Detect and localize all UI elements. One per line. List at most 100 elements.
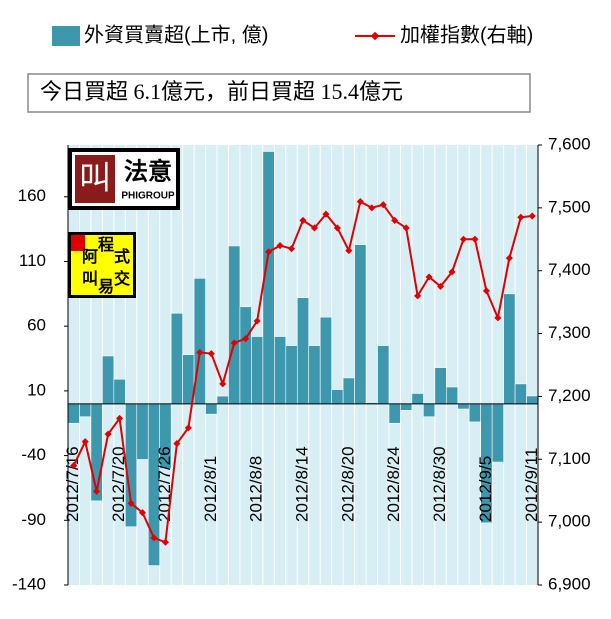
line-marker [104, 430, 112, 438]
bar [113, 378, 126, 405]
logo2-char: 叫 [82, 270, 98, 288]
x-tick-label: 2012/9/5 [476, 456, 495, 522]
bar [228, 245, 241, 405]
line-marker [322, 210, 330, 218]
bar [136, 403, 149, 460]
bar [503, 293, 516, 405]
bar [331, 389, 344, 405]
y-tick-label: 160 [18, 186, 46, 205]
y-tick-label: 10 [27, 380, 46, 399]
y2-tick-label: 7,400 [548, 260, 591, 279]
line-marker [505, 254, 513, 262]
line-marker [138, 509, 147, 517]
bar [457, 403, 470, 410]
logo2-corner [71, 235, 85, 251]
bar [354, 244, 367, 405]
y-tick-label: 110 [19, 251, 46, 270]
bar [251, 336, 264, 405]
line-marker [207, 350, 215, 358]
line-marker [402, 224, 410, 232]
line-marker [391, 216, 399, 224]
line-marker [448, 268, 456, 276]
line-marker [425, 273, 433, 281]
line-marker [528, 212, 536, 220]
y-tick-label: -140 [12, 574, 46, 593]
logo-mark-bg [75, 155, 115, 203]
logo2-char: 程 [98, 236, 114, 254]
x-tick-label: 2012/8/14 [292, 446, 311, 522]
logo2-char: 式 [114, 247, 130, 266]
logo-mark: 叫 [79, 159, 111, 195]
line-marker [333, 224, 341, 232]
legend-label: 外資買賣超(上市, 億) [84, 23, 268, 46]
y-tick-label: -40 [21, 445, 46, 464]
bar [274, 336, 287, 405]
bar [285, 345, 298, 405]
bar [400, 403, 413, 411]
line-marker [288, 245, 296, 253]
line-marker [253, 317, 261, 325]
line-marker [173, 440, 181, 448]
bar [308, 345, 321, 405]
line-marker [356, 198, 364, 206]
y2-tick-label: 6,900 [548, 574, 591, 593]
x-tick-label: 2012/9/11 [522, 448, 541, 522]
bar [67, 403, 80, 424]
bar [102, 355, 115, 405]
logo2-char: 交 [114, 269, 130, 288]
bar [491, 403, 504, 463]
line-marker [494, 314, 502, 322]
logo-brand: 法意 [124, 157, 172, 185]
bar [434, 367, 447, 405]
legend-label: 加權指數(右軸) [400, 23, 533, 46]
line-marker [161, 538, 169, 546]
bar [239, 306, 252, 405]
y2-tick-label: 7,600 [548, 134, 591, 153]
line-marker [368, 204, 376, 212]
line-marker [219, 380, 227, 388]
annotation-box [27, 73, 531, 113]
legend-marker [370, 31, 380, 41]
bar [170, 312, 183, 405]
logo-brand-sub: PHIGROUP [121, 191, 175, 202]
bar [216, 395, 229, 405]
y2-tick-label: 7,300 [548, 323, 591, 342]
bar [423, 403, 436, 418]
line-marker [310, 224, 318, 232]
bar [468, 403, 481, 423]
x-tick-label: 2012/8/24 [384, 446, 403, 522]
bar [526, 395, 539, 405]
line-marker [471, 235, 479, 243]
line-marker [150, 534, 158, 542]
line-marker [276, 242, 284, 250]
bar [79, 403, 92, 418]
line-marker [345, 247, 353, 255]
bar [342, 377, 355, 405]
line-marker [299, 216, 307, 224]
bar [411, 393, 424, 405]
y-tick-label: -90 [21, 510, 46, 529]
line-marker [517, 213, 525, 221]
x-tick-label: 2012/7/20 [109, 446, 128, 522]
line-marker [116, 414, 124, 422]
bar [388, 403, 401, 424]
bar [319, 316, 332, 405]
line-marker [184, 424, 192, 432]
y2-tick-label: 7,500 [548, 197, 591, 216]
line-marker [196, 348, 204, 356]
bar [445, 386, 459, 405]
y-tick-label: 60 [27, 316, 46, 335]
logo2-char: 易 [98, 278, 114, 296]
bar [514, 383, 527, 405]
line-marker [265, 248, 273, 256]
line-marker [437, 282, 445, 290]
line-marker [242, 335, 250, 343]
x-tick-label: 2012/8/30 [430, 446, 449, 522]
line-marker [482, 287, 490, 295]
line-marker [414, 292, 422, 300]
x-tick-label: 2012/8/8 [247, 456, 266, 522]
x-tick-label: 2012/7/16 [63, 446, 82, 522]
bar [377, 345, 390, 405]
bar [205, 403, 218, 415]
